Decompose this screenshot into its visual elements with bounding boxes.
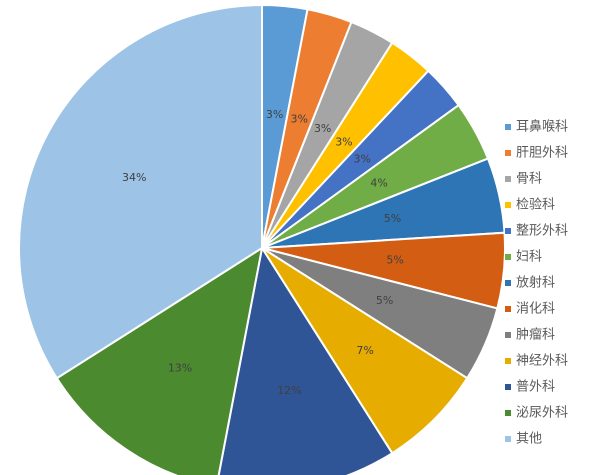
legend-marker	[505, 150, 511, 156]
legend-label: 整形外科	[516, 224, 568, 239]
legend-marker	[505, 358, 511, 364]
value-label: 5%	[386, 254, 403, 267]
value-label: 3%	[291, 113, 308, 126]
value-label: 7%	[356, 344, 373, 357]
legend-label: 泌尿外科	[516, 406, 568, 421]
legend-marker	[505, 254, 511, 260]
value-label: 5%	[384, 212, 401, 225]
legend-label: 肝胆外科	[516, 146, 568, 161]
pie-slice	[55, 245, 264, 475]
legend-label: 肿瘤科	[516, 327, 555, 343]
value-label: 3%	[335, 135, 352, 148]
value-label: 5%	[376, 294, 393, 307]
legend-marker	[505, 384, 511, 390]
legend-marker	[505, 228, 511, 234]
legend-marker	[505, 436, 511, 442]
value-label: 13%	[168, 362, 192, 375]
legend-marker	[505, 306, 511, 312]
legend-label: 消化科	[516, 302, 555, 317]
legend-label: 普外科	[516, 380, 555, 395]
legend-marker	[505, 280, 511, 286]
legend: 耳鼻喉科肝胆外科骨科检验科整形外科妇科放射科消化科肿瘤科神经外科普外科泌尿外科其…	[505, 119, 568, 447]
pie-slice	[217, 245, 394, 475]
legend-label: 放射科	[516, 275, 555, 291]
legend-label: 神经外科	[516, 354, 568, 369]
legend-label: 骨科	[516, 172, 542, 187]
value-label: 34%	[122, 171, 146, 184]
pie-slice	[261, 247, 469, 455]
pie-slice	[18, 3, 263, 380]
legend-label: 其他	[516, 432, 542, 447]
pie: 3% 3%3%3%3%4%5%5%5%7%12%13%34%	[18, 3, 506, 475]
legend-label: 检验科	[516, 197, 555, 213]
legend-label: 耳鼻喉科	[516, 119, 568, 135]
value-label: 3%	[354, 153, 371, 166]
legend-marker	[505, 410, 511, 416]
value-label: 3%	[314, 122, 331, 135]
value-label: 12%	[277, 384, 301, 397]
value-label: 4%	[370, 177, 387, 190]
legend-marker	[505, 332, 511, 338]
legend-marker	[505, 176, 511, 182]
value-label: 3%	[266, 108, 283, 121]
legend-marker	[505, 202, 511, 208]
legend-label: 妇科	[516, 249, 542, 265]
legend-marker	[505, 124, 511, 130]
